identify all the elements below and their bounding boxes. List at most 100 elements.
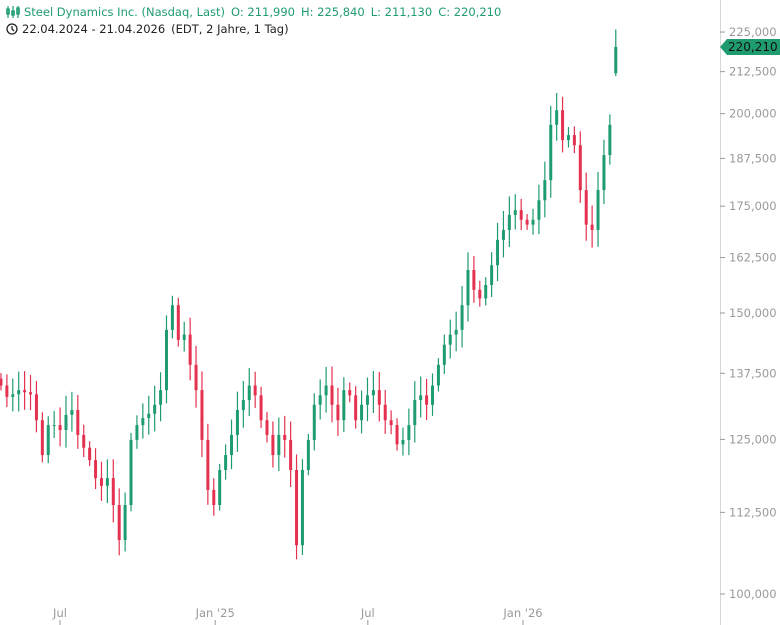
candle-up: [531, 219, 535, 225]
candle-up: [371, 390, 375, 396]
instrument-header: Steel Dynamics Inc. (Nasdaq, Last) O: 211…: [6, 5, 507, 19]
candle-up: [218, 469, 222, 506]
candle-up: [448, 334, 452, 345]
y-tick-label: 175,000: [729, 199, 777, 213]
candle-up: [537, 200, 541, 220]
range-meta: (EDT, 2 Jahre, 1 Tag): [171, 22, 289, 36]
candle-down: [206, 439, 210, 490]
candle-down: [590, 224, 594, 230]
candle-down: [525, 219, 529, 225]
candle-down: [200, 390, 204, 440]
y-tick-label: 200,000: [729, 107, 777, 121]
candle-down: [259, 395, 263, 421]
candle-down: [34, 394, 38, 421]
candle-up: [501, 229, 505, 240]
candle-down: [271, 434, 275, 456]
candle-down: [377, 390, 381, 405]
candle-down: [584, 190, 588, 225]
candle-down: [395, 425, 399, 445]
open-value: O: 211,990: [231, 5, 295, 19]
y-tick-label: 100,000: [729, 587, 777, 601]
candle-up: [566, 135, 570, 141]
candle-up: [182, 334, 186, 340]
candle-down: [176, 305, 180, 340]
x-tick-label: Jan '26: [502, 606, 542, 620]
candle-down: [265, 420, 269, 435]
candle-down: [389, 420, 393, 426]
candle-down: [330, 385, 334, 405]
candle-up: [407, 425, 411, 440]
candle-up: [513, 210, 517, 215]
candle-down: [519, 210, 523, 220]
candle-down: [0, 378, 3, 386]
candle-down: [425, 395, 429, 405]
candle-up: [431, 385, 435, 405]
candle-up: [247, 385, 251, 401]
candle-down: [99, 478, 103, 486]
candle-down: [348, 390, 352, 396]
candle-up: [224, 455, 228, 470]
instrument-name[interactable]: Steel Dynamics Inc. (Nasdaq, Last): [24, 5, 226, 19]
candle-up: [608, 124, 612, 156]
candle-down: [188, 334, 192, 365]
x-tick-label: Jul: [52, 606, 67, 620]
x-tick-label: Jul: [360, 606, 375, 620]
candle-up: [17, 390, 21, 395]
x-axis[interactable]: Jul Jan '25 Jul Jan '26: [52, 606, 543, 625]
candle-up: [135, 425, 139, 440]
candle-up: [442, 344, 446, 365]
y-tick-label: 212,500: [729, 65, 777, 79]
x-tick-label: Jan '25: [195, 606, 235, 620]
candle-up: [401, 439, 405, 445]
y-tick-label: 137,500: [729, 366, 777, 380]
candle-up: [436, 364, 440, 386]
candle-down: [111, 478, 115, 506]
last-price-label: 220,210: [728, 40, 778, 54]
candle-up: [230, 434, 234, 456]
candle-up: [64, 414, 68, 431]
candle-down: [88, 447, 92, 461]
candle-up: [507, 214, 511, 230]
candle-up: [596, 190, 600, 230]
candle-up: [105, 478, 109, 486]
candle-up: [306, 439, 310, 470]
candles: [0, 29, 618, 560]
clock-icon: [6, 23, 18, 35]
candle-up: [602, 155, 606, 191]
candle-up: [549, 124, 553, 181]
close-value: C: 220,210: [438, 5, 502, 19]
high-value: H: 225,840: [300, 5, 365, 19]
candle-up: [342, 390, 346, 421]
candle-up: [496, 239, 500, 266]
y-tick-label: 187,500: [729, 151, 777, 165]
y-axis[interactable]: 100,000 112,500 125,000 137,500 150,000 162,5…: [720, 0, 777, 601]
candle-up: [312, 404, 316, 440]
y-tick-label: 150,000: [729, 306, 777, 320]
candle-up: [324, 385, 328, 396]
candle-up: [360, 404, 364, 421]
date-range[interactable]: 22.04.2024 - 21.04.2026: [22, 22, 166, 36]
candle-down: [23, 390, 27, 393]
y-tick-label: 162,500: [729, 251, 777, 265]
candle-down: [478, 289, 482, 299]
candle-up: [70, 410, 74, 415]
candle-down: [354, 395, 358, 421]
y-tick-label: 225,000: [729, 25, 777, 39]
candle-up: [543, 180, 547, 201]
candle-up: [555, 110, 559, 125]
candle-up: [46, 425, 50, 456]
candle-down: [117, 505, 121, 541]
candle-down: [578, 145, 582, 191]
candle-up: [614, 46, 618, 74]
candle-up: [170, 305, 174, 330]
candle-down: [76, 410, 80, 435]
candle-up: [235, 410, 239, 435]
candle-up: [419, 395, 423, 401]
candle-up: [11, 394, 15, 397]
candle-up: [466, 270, 470, 306]
candle-down: [572, 135, 576, 146]
y-tick-label: 237,500: [729, 0, 777, 2]
candle-down: [253, 385, 257, 396]
candle-up: [164, 329, 168, 391]
